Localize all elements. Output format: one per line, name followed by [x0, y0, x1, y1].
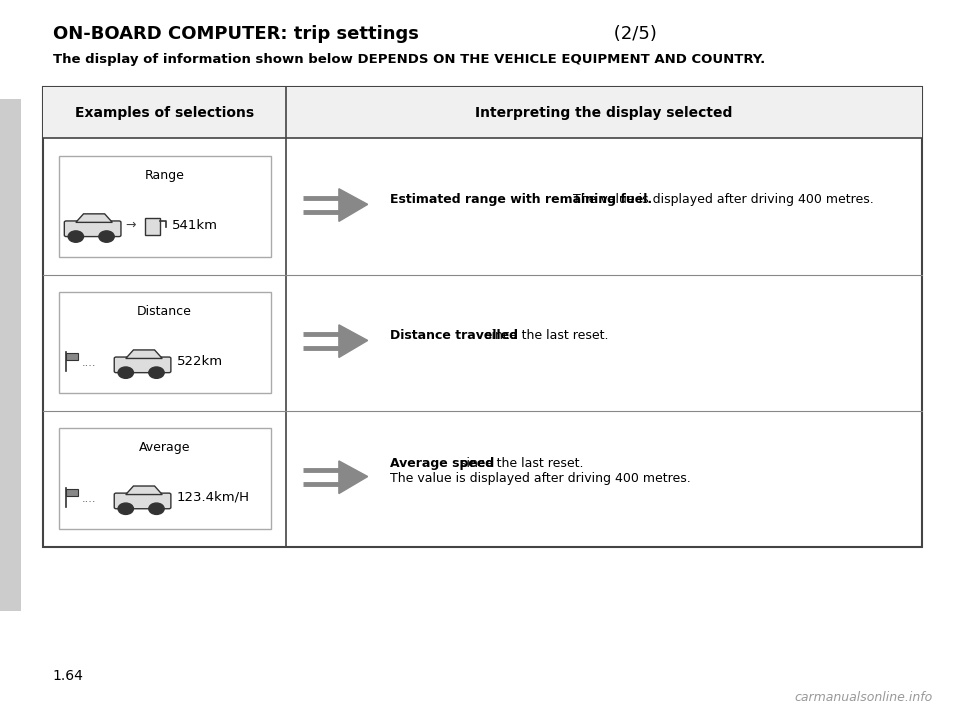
Text: 1.64: 1.64 — [53, 669, 84, 683]
Text: 522km: 522km — [177, 355, 223, 368]
Bar — [66, 353, 78, 360]
Bar — [0, 99, 21, 611]
Text: The value is displayed after driving 400 metres.: The value is displayed after driving 400… — [390, 472, 690, 485]
Text: Estimated range with remaining fuel.: Estimated range with remaining fuel. — [390, 193, 652, 206]
Polygon shape — [76, 214, 112, 222]
Text: since the last reset.: since the last reset. — [481, 329, 609, 342]
Polygon shape — [339, 189, 368, 222]
Text: Interpreting the display selected: Interpreting the display selected — [475, 106, 732, 119]
Text: (2/5): (2/5) — [608, 25, 657, 43]
Circle shape — [118, 503, 133, 515]
Text: ....: .... — [82, 493, 96, 504]
Text: since the last reset.: since the last reset. — [456, 457, 584, 469]
Text: Average speed: Average speed — [390, 457, 494, 469]
Circle shape — [118, 367, 133, 378]
Bar — [66, 489, 78, 496]
Circle shape — [149, 503, 164, 515]
Bar — [59, 293, 271, 393]
Text: 541km: 541km — [172, 219, 218, 231]
Text: Distance travelled: Distance travelled — [390, 329, 517, 342]
Bar — [59, 428, 271, 529]
Bar — [43, 87, 922, 547]
Text: Distance: Distance — [137, 305, 192, 318]
Text: Average: Average — [139, 441, 190, 454]
Polygon shape — [339, 461, 368, 493]
Bar — [145, 218, 160, 235]
Text: Range: Range — [145, 169, 184, 182]
Bar — [59, 156, 271, 257]
FancyBboxPatch shape — [114, 493, 171, 509]
Polygon shape — [339, 324, 368, 357]
Text: ON-BOARD COMPUTER: trip settings: ON-BOARD COMPUTER: trip settings — [53, 25, 419, 43]
Circle shape — [99, 231, 114, 242]
Polygon shape — [126, 486, 162, 495]
Circle shape — [149, 367, 164, 378]
Polygon shape — [126, 350, 162, 359]
Text: The display of information shown below DEPENDS ON THE VEHICLE EQUIPMENT AND COUN: The display of information shown below D… — [53, 53, 765, 66]
FancyBboxPatch shape — [114, 357, 171, 373]
Bar — [43, 87, 922, 138]
FancyBboxPatch shape — [64, 221, 121, 236]
Text: →: → — [126, 219, 136, 231]
Text: 123.4km/H: 123.4km/H — [177, 491, 250, 504]
Text: The value is displayed after driving 400 metres.: The value is displayed after driving 400… — [573, 193, 874, 206]
Circle shape — [68, 231, 84, 242]
Text: Examples of selections: Examples of selections — [75, 106, 254, 119]
Text: carmanualsonline.info: carmanualsonline.info — [795, 692, 933, 704]
Text: ....: .... — [82, 358, 96, 368]
